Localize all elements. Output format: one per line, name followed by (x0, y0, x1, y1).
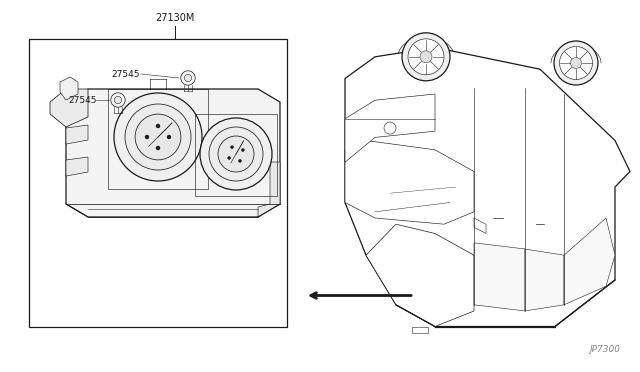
Circle shape (167, 135, 171, 139)
Circle shape (402, 33, 450, 81)
Circle shape (209, 127, 263, 181)
Text: 27130M: 27130M (156, 13, 195, 23)
Text: JP7300: JP7300 (589, 345, 620, 354)
Circle shape (156, 146, 160, 150)
Bar (412, 327, 428, 333)
Circle shape (420, 51, 432, 63)
Circle shape (181, 71, 195, 85)
Polygon shape (474, 243, 525, 311)
Circle shape (239, 159, 241, 162)
Text: 27545: 27545 (111, 70, 140, 78)
Circle shape (570, 58, 582, 68)
Circle shape (228, 157, 230, 160)
Circle shape (156, 124, 160, 128)
Circle shape (115, 96, 122, 103)
Circle shape (145, 135, 149, 139)
Circle shape (384, 122, 396, 134)
Polygon shape (60, 77, 78, 100)
Text: 27545: 27545 (68, 96, 97, 105)
Polygon shape (66, 125, 88, 144)
Polygon shape (345, 48, 630, 327)
Circle shape (114, 93, 202, 181)
Polygon shape (345, 141, 474, 224)
Circle shape (230, 146, 234, 149)
Circle shape (184, 74, 191, 81)
Polygon shape (258, 162, 280, 217)
Circle shape (111, 93, 125, 107)
Polygon shape (345, 94, 435, 162)
Polygon shape (564, 218, 615, 305)
Circle shape (218, 136, 254, 172)
Circle shape (135, 114, 181, 160)
Circle shape (200, 118, 272, 190)
Circle shape (241, 148, 244, 151)
Polygon shape (66, 157, 88, 176)
Polygon shape (366, 224, 474, 327)
Polygon shape (525, 249, 564, 311)
Circle shape (125, 104, 191, 170)
Circle shape (554, 41, 598, 85)
Circle shape (408, 39, 444, 75)
Polygon shape (66, 89, 280, 217)
Polygon shape (474, 218, 486, 234)
Bar (29, 39, 287, 327)
Polygon shape (50, 89, 88, 127)
Circle shape (559, 46, 593, 80)
